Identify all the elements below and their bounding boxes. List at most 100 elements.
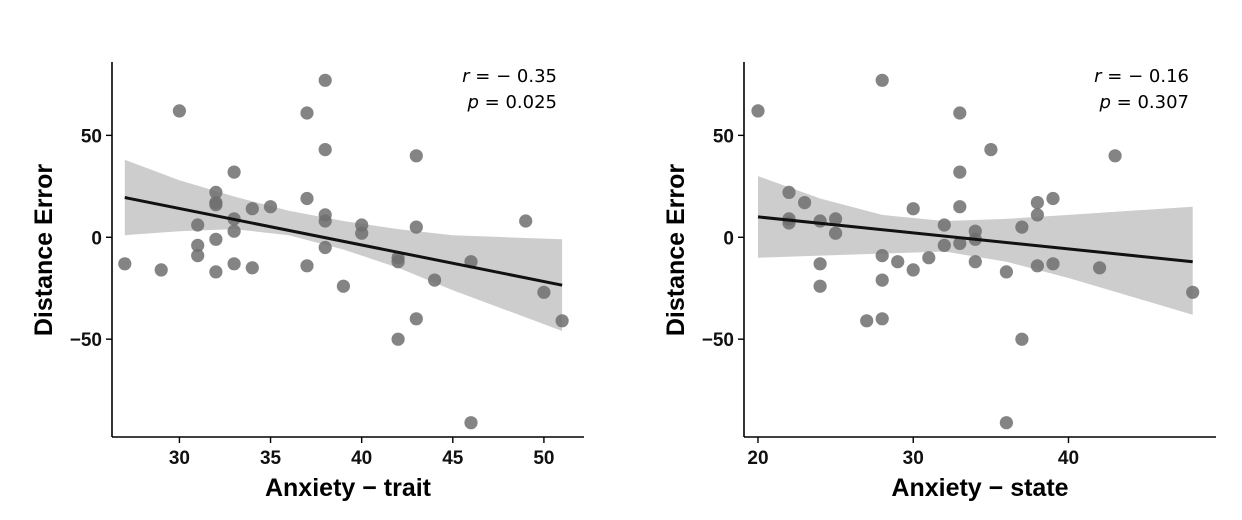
data-point — [355, 226, 369, 240]
data-point — [875, 249, 889, 263]
regression-line — [124, 196, 563, 287]
data-point — [1030, 208, 1044, 222]
y-tick-label: −50 — [702, 330, 734, 351]
x-axis-title: Anxiety − trait — [265, 474, 432, 502]
data-point — [984, 143, 998, 157]
data-point — [813, 257, 827, 271]
data-point — [1046, 191, 1060, 206]
panel-trait: 30 35 40 45 50 −50 0 50 Anxiety − trait Distance … — [30, 62, 584, 502]
data-point — [891, 255, 905, 269]
data-point — [209, 232, 223, 246]
data-point — [1015, 220, 1029, 234]
correlation-annotation: r = − 0.16 — [1094, 66, 1189, 87]
regression-line — [757, 215, 1193, 264]
y-tick-label: 0 — [723, 228, 734, 249]
y-tick-label: 50 — [81, 126, 102, 147]
data-point — [209, 185, 223, 199]
data-point — [829, 226, 843, 240]
data-point — [245, 202, 259, 216]
data-point — [953, 200, 967, 214]
data-point — [937, 218, 951, 232]
data-point — [968, 255, 982, 269]
data-point — [937, 238, 951, 252]
p-symbol: p — [1099, 92, 1111, 113]
data-point — [1186, 285, 1200, 299]
data-point — [1046, 257, 1060, 271]
data-point — [953, 165, 967, 179]
data-point — [813, 214, 827, 228]
data-point — [537, 285, 551, 299]
data-point — [798, 196, 812, 210]
data-point — [860, 314, 874, 328]
data-point — [1093, 261, 1107, 275]
data-point — [391, 332, 405, 346]
data-point — [191, 238, 205, 252]
y-tick-label: 50 — [713, 126, 734, 147]
r-value: = − 0.35 — [470, 66, 557, 87]
data-point — [519, 214, 533, 228]
data-point — [300, 259, 314, 273]
data-point — [555, 314, 569, 328]
data-point — [336, 279, 350, 293]
confidence-band — [124, 159, 563, 331]
data-point — [464, 416, 478, 430]
x-tick-label: 20 — [747, 448, 768, 469]
data-point — [999, 416, 1014, 430]
data-point — [318, 73, 332, 87]
data-point — [1108, 149, 1122, 163]
p-value-annotation: p = 0.025 — [467, 92, 558, 113]
data-point — [409, 220, 423, 234]
data-point — [813, 279, 827, 293]
data-point — [409, 312, 423, 326]
data-point — [829, 212, 843, 226]
x-tick-label: 45 — [442, 448, 464, 469]
scatter-points — [118, 73, 569, 430]
data-point — [428, 273, 442, 287]
data-point — [300, 191, 314, 206]
x-tick-label: 40 — [351, 448, 372, 469]
x-tick-label: 40 — [1058, 448, 1079, 469]
data-point — [782, 185, 796, 199]
data-point — [191, 249, 205, 263]
data-point — [953, 236, 967, 250]
data-point — [875, 273, 889, 287]
data-point — [300, 106, 314, 120]
data-point — [227, 257, 241, 271]
data-point — [209, 265, 223, 279]
data-point — [409, 149, 423, 163]
scatter-points — [751, 73, 1200, 430]
x-tick-label: 30 — [903, 448, 924, 469]
data-point — [906, 202, 920, 216]
data-point — [999, 265, 1014, 279]
y-tick-label: −50 — [70, 330, 102, 351]
r-symbol: r — [462, 66, 471, 87]
r-symbol: r — [1094, 66, 1103, 87]
data-point — [227, 165, 241, 179]
data-point — [318, 240, 332, 255]
x-tick-label: 50 — [533, 448, 554, 469]
x-axis-title: Anxiety − state — [891, 474, 1068, 502]
data-point — [154, 263, 168, 277]
data-point — [191, 218, 205, 232]
data-point — [172, 104, 186, 118]
data-point — [227, 224, 241, 238]
data-point — [118, 257, 132, 271]
x-tick-label: 30 — [169, 448, 190, 469]
data-point — [922, 251, 936, 265]
correlation-annotation: r = − 0.35 — [462, 66, 557, 87]
data-point — [1030, 259, 1044, 273]
x-tick-label: 35 — [260, 448, 282, 469]
data-point — [1030, 196, 1044, 210]
data-point — [318, 143, 332, 157]
data-point — [751, 104, 765, 118]
data-point — [875, 73, 889, 87]
y-axis-title: Distance Error — [662, 164, 690, 337]
p-value-annotation: p = 0.307 — [1099, 92, 1190, 113]
data-point — [318, 214, 332, 228]
data-point — [953, 106, 967, 120]
data-point — [875, 312, 889, 326]
panel-state: 20 30 40 −50 0 50 Anxiety − state Distance Erro… — [662, 62, 1216, 502]
data-point — [209, 198, 223, 212]
y-axis-title: Distance Error — [30, 164, 58, 337]
